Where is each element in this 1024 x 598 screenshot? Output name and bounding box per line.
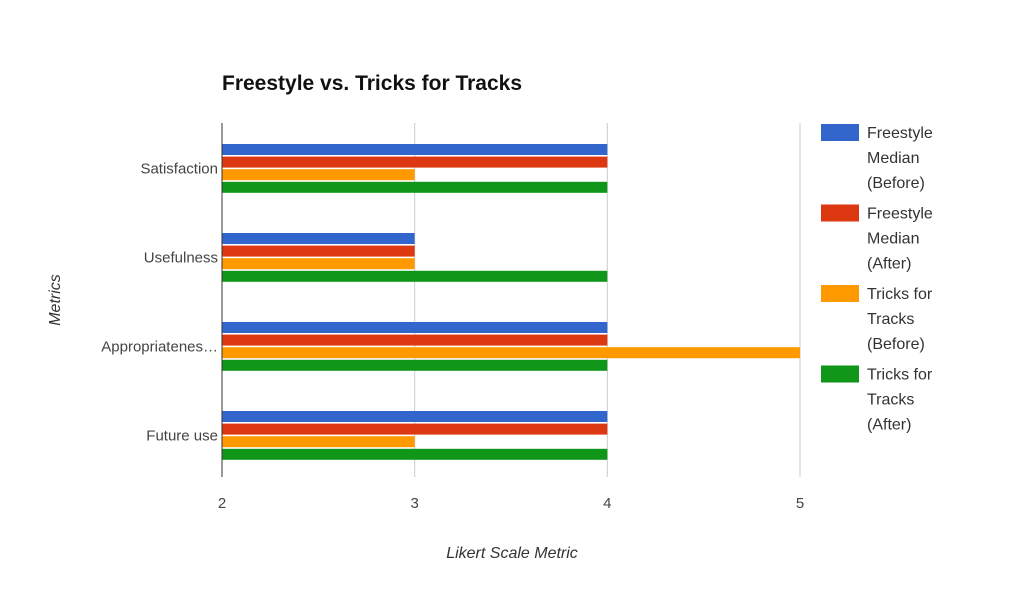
bar-1-4: [222, 181, 608, 193]
bar-4-3: [222, 436, 415, 448]
y-tick-label: Satisfaction: [140, 160, 218, 177]
bar-2-3: [222, 258, 415, 270]
legend-label: Freestyle Median (Before): [867, 125, 933, 192]
legend: Freestyle Median (Before) Freestyle Median (A…: [821, 124, 933, 434]
bar-3-1: [222, 322, 608, 333]
bar-4-1: [222, 411, 608, 422]
legend-swatch: [821, 124, 859, 141]
legend-item-2: Freestyle Median (After): [821, 204, 933, 273]
y-tick-label: Usefulness: [144, 249, 218, 266]
legend-swatch: [821, 365, 859, 383]
y-tick-label: Appropriatenes…: [101, 338, 218, 355]
bar-1-3: [222, 169, 415, 181]
x-tick-label: 3: [410, 495, 418, 512]
bars: [222, 144, 800, 460]
bar-2-4: [222, 270, 608, 282]
legend-swatch: [821, 204, 859, 222]
x-tick-label: 5: [796, 495, 804, 512]
legend-item-1: Freestyle Median (Before): [821, 124, 933, 192]
bar-4-4: [222, 448, 608, 460]
legend-item-3: Tricks for Tracks (Before): [821, 285, 933, 353]
legend-swatch: [821, 285, 859, 302]
bar-1-2: [222, 156, 608, 168]
legend-label: Freestyle Median (After): [867, 206, 933, 273]
bar-1-1: [222, 144, 608, 155]
y-tick-labels: Satisfaction Usefulness Appropriatenes… Fut…: [101, 160, 218, 444]
x-tick-label: 4: [603, 495, 611, 512]
bar-2-2: [222, 245, 415, 257]
legend-label: Tricks for Tracks (Before): [867, 286, 933, 353]
legend-item-4: Tricks for Tracks (After): [821, 365, 933, 434]
x-axis-title: Likert Scale Metric: [446, 545, 578, 562]
chart-title: Freestyle vs. Tricks for Tracks: [222, 72, 522, 95]
bar-3-3: [222, 347, 800, 359]
y-tick-label: Future use: [146, 427, 218, 444]
y-axis-title: Metrics: [47, 274, 64, 326]
bar-3-4: [222, 359, 608, 371]
bar-4-2: [222, 423, 608, 435]
bar-2-1: [222, 233, 415, 244]
legend-label: Tricks for Tracks (After): [867, 367, 933, 434]
bar-3-2: [222, 334, 608, 346]
x-tick-label: 2: [218, 495, 226, 512]
x-tick-labels: 2 3 4 5: [218, 495, 804, 512]
